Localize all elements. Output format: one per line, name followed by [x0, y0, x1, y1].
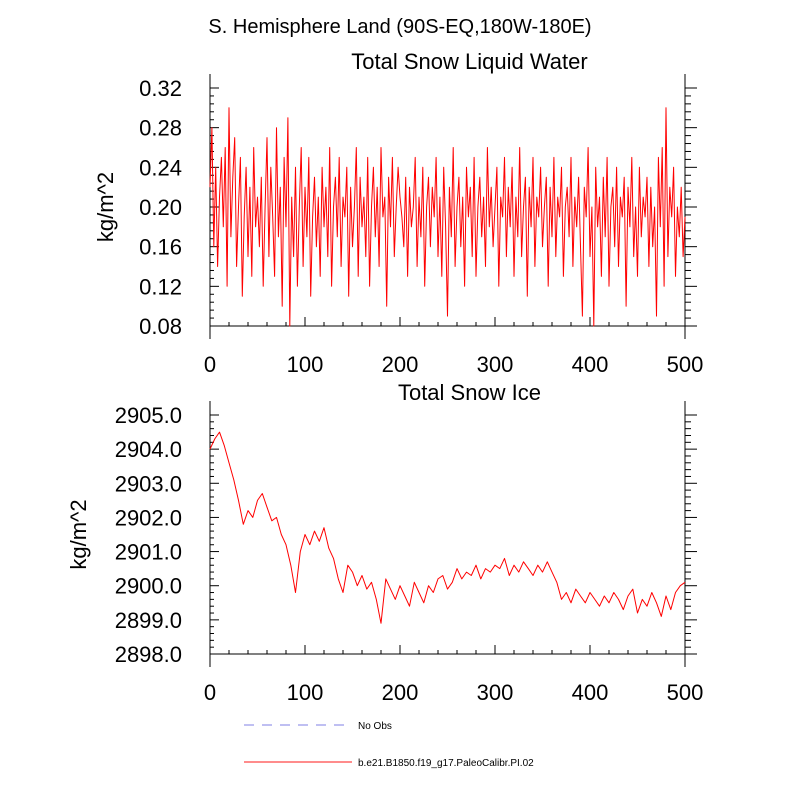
y-axis-title: kg/m^2 — [93, 172, 118, 242]
y-tick-label: 0.20 — [139, 195, 182, 220]
x-tick-label: 500 — [667, 680, 704, 705]
y-tick-label: 0.28 — [139, 116, 182, 141]
x-tick-label: 500 — [667, 352, 704, 377]
y-tick-label: 2898.0 — [115, 642, 182, 667]
legend-label-no-obs: No Obs — [358, 721, 392, 732]
panel-total-snow-ice: Total Snow Ice kg/m^2 2898.0 2899.0 2900.0 29… — [66, 380, 703, 705]
y-tick-label: 0.32 — [139, 76, 182, 101]
x-tick-label: 200 — [382, 680, 419, 705]
y-tick-label: 2904.0 — [115, 437, 182, 462]
x-tick-label: 300 — [477, 352, 514, 377]
panel-total-snow-liquid-water: Total Snow Liquid Water kg/m^2 0.08 0.12 0.1… — [93, 49, 703, 377]
y-tick-label: 2902.0 — [115, 505, 182, 530]
legend-label-model: b.e21.B1850.f19_g17.PaleoCalibr.PI.02 — [358, 758, 534, 769]
panel-title: Total Snow Liquid Water — [351, 49, 587, 74]
y-tick-label: 2899.0 — [115, 608, 182, 633]
x-tick-label: 400 — [572, 352, 609, 377]
x-tick-label: 0 — [204, 680, 216, 705]
series-line — [209, 107, 686, 327]
y-tick-label: 2905.0 — [115, 403, 182, 428]
y-tick-label: 0.16 — [139, 235, 182, 260]
x-tick-label: 100 — [287, 352, 324, 377]
y-axis-title: kg/m^2 — [66, 499, 91, 569]
legend: No Obs b.e21.B1850.f19_g17.PaleoCalibr.P… — [244, 721, 534, 769]
series-line — [209, 431, 686, 624]
y-tick-label: 0.24 — [139, 155, 182, 180]
y-tick-label: 0.08 — [139, 314, 182, 339]
y-tick-label: 2900.0 — [115, 574, 182, 599]
page-title: S. Hemisphere Land (90S-EQ,180W-180E) — [208, 16, 591, 38]
x-tick-label: 300 — [477, 680, 514, 705]
y-tick-label: 0.12 — [139, 274, 182, 299]
x-tick-label: 100 — [287, 680, 324, 705]
x-tick-label: 400 — [572, 680, 609, 705]
y-tick-label: 2901.0 — [115, 540, 182, 565]
y-tick-label: 2903.0 — [115, 471, 182, 496]
x-tick-label: 0 — [204, 352, 216, 377]
panel-title: Total Snow Ice — [398, 380, 541, 405]
x-tick-label: 200 — [382, 352, 419, 377]
